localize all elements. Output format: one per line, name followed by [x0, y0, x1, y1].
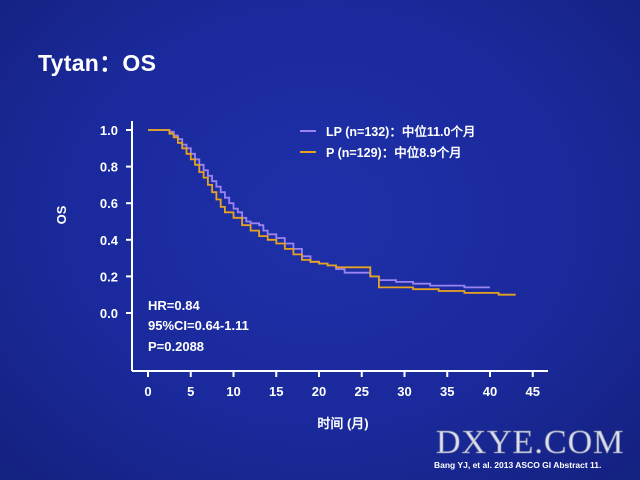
series-line-lp: [148, 129, 490, 289]
stat-p: P=0.2088: [148, 339, 204, 354]
x-axis-label: 时间 (月): [317, 416, 368, 431]
stat-ci: 95%CI=0.64-1.11: [148, 318, 249, 333]
stat-hr: HR=0.84: [148, 298, 200, 313]
series-lines: [148, 129, 516, 296]
y-tick-label: 0.8: [100, 160, 118, 175]
chart-axes: [131, 121, 548, 372]
legend-label-p: P (n=129)：中位8.9个月: [326, 145, 462, 160]
chart-legend: LP (n=132)：中位11.0个月 P (n=129)：中位8.9个月: [300, 124, 475, 160]
citation: Bang YJ, et al. 2013 ASCO GI Abstract 11…: [434, 460, 602, 470]
x-tick-label: 15: [269, 384, 283, 399]
x-tick-label: 30: [397, 384, 411, 399]
y-axis-label: OS: [54, 205, 69, 224]
series-line-p: [148, 129, 516, 296]
x-ticks: 0 5 10 15 20 25 30 35 40 45: [144, 371, 540, 399]
x-tick-label: 25: [355, 384, 369, 399]
stats-annotation: HR=0.84 95%CI=0.64-1.11 P=0.2088: [148, 298, 249, 354]
legend-label-lp: LP (n=132)：中位11.0个月: [326, 124, 475, 139]
y-tick-label: 1.0: [100, 123, 118, 138]
y-tick-label: 0.0: [100, 306, 118, 321]
y-tick-label: 0.2: [100, 269, 118, 284]
x-tick-label: 20: [312, 384, 326, 399]
x-tick-label: 35: [440, 384, 454, 399]
x-tick-label: 10: [226, 384, 240, 399]
y-ticks: 1.0 0.8 0.6 0.4 0.2 0.0: [100, 123, 132, 321]
x-tick-label: 45: [526, 384, 540, 399]
x-tick-label: 0: [144, 384, 151, 399]
x-tick-label: 5: [187, 384, 194, 399]
y-tick-label: 0.6: [100, 196, 118, 211]
x-tick-label: 40: [483, 384, 497, 399]
slide-title: Tytan：OS: [38, 50, 157, 76]
watermark-logo: DXYE.COM: [435, 424, 625, 462]
y-tick-label: 0.4: [100, 233, 119, 248]
